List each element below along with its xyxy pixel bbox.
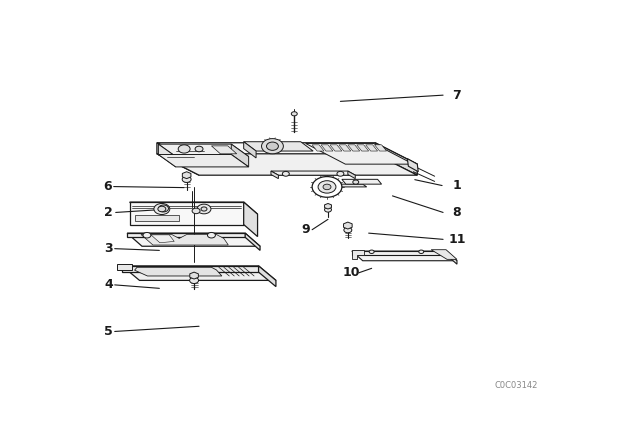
Polygon shape: [127, 233, 245, 237]
Polygon shape: [365, 145, 378, 151]
Text: 3: 3: [104, 242, 113, 255]
Polygon shape: [157, 143, 199, 175]
Polygon shape: [244, 202, 257, 237]
Circle shape: [262, 138, 284, 154]
Polygon shape: [259, 266, 276, 287]
Circle shape: [312, 177, 342, 197]
Text: 6: 6: [103, 180, 111, 193]
Polygon shape: [182, 172, 191, 179]
Polygon shape: [431, 250, 457, 259]
Polygon shape: [348, 171, 355, 179]
Polygon shape: [117, 264, 132, 270]
Text: 2: 2: [104, 206, 113, 219]
Polygon shape: [134, 267, 222, 276]
Circle shape: [158, 206, 166, 212]
Text: C0C03142: C0C03142: [495, 381, 538, 390]
Polygon shape: [245, 233, 260, 250]
Text: 4: 4: [104, 278, 113, 291]
Polygon shape: [339, 145, 351, 151]
Circle shape: [195, 146, 203, 152]
Circle shape: [323, 184, 331, 190]
Circle shape: [282, 172, 289, 176]
Circle shape: [154, 203, 170, 215]
Polygon shape: [321, 145, 333, 151]
Circle shape: [318, 181, 336, 193]
Polygon shape: [157, 143, 417, 164]
Polygon shape: [211, 146, 237, 154]
Polygon shape: [158, 155, 249, 167]
Polygon shape: [342, 179, 381, 184]
Polygon shape: [348, 145, 360, 151]
Circle shape: [344, 227, 352, 233]
Polygon shape: [374, 145, 387, 151]
Circle shape: [337, 172, 344, 176]
Polygon shape: [157, 154, 417, 175]
Polygon shape: [352, 250, 364, 259]
Polygon shape: [312, 145, 324, 151]
Circle shape: [189, 277, 198, 284]
Circle shape: [353, 180, 359, 184]
Polygon shape: [271, 171, 355, 175]
Polygon shape: [190, 272, 198, 279]
Polygon shape: [344, 222, 352, 229]
Polygon shape: [330, 145, 342, 151]
Polygon shape: [244, 142, 256, 158]
Polygon shape: [356, 145, 369, 151]
Circle shape: [266, 142, 278, 151]
Polygon shape: [129, 202, 244, 224]
Text: 1: 1: [452, 179, 461, 192]
Polygon shape: [244, 142, 313, 151]
Circle shape: [197, 204, 211, 214]
Polygon shape: [324, 203, 332, 209]
Text: 8: 8: [452, 206, 461, 219]
Text: 9: 9: [301, 223, 310, 236]
Circle shape: [192, 208, 200, 214]
Circle shape: [201, 207, 207, 211]
Polygon shape: [151, 235, 174, 243]
Circle shape: [369, 250, 374, 254]
Polygon shape: [127, 233, 260, 246]
Polygon shape: [352, 251, 446, 254]
Polygon shape: [271, 171, 278, 179]
Text: 5: 5: [104, 325, 113, 338]
Polygon shape: [306, 143, 413, 164]
Polygon shape: [158, 144, 176, 167]
Polygon shape: [408, 159, 419, 172]
Circle shape: [182, 176, 191, 182]
Polygon shape: [158, 144, 249, 156]
Text: 10: 10: [343, 266, 360, 279]
Polygon shape: [134, 215, 179, 221]
Circle shape: [419, 250, 424, 254]
Polygon shape: [446, 251, 457, 264]
Polygon shape: [122, 266, 259, 272]
Circle shape: [324, 207, 332, 212]
Circle shape: [143, 233, 151, 238]
Polygon shape: [129, 202, 257, 214]
Polygon shape: [122, 266, 276, 280]
Text: 7: 7: [452, 89, 461, 102]
Polygon shape: [231, 144, 249, 167]
Circle shape: [207, 233, 216, 238]
Polygon shape: [338, 184, 367, 187]
Circle shape: [291, 112, 297, 116]
Circle shape: [159, 205, 168, 212]
Polygon shape: [375, 143, 417, 175]
Polygon shape: [352, 251, 457, 261]
Circle shape: [178, 145, 190, 153]
Text: 11: 11: [448, 233, 466, 246]
Polygon shape: [141, 234, 228, 245]
